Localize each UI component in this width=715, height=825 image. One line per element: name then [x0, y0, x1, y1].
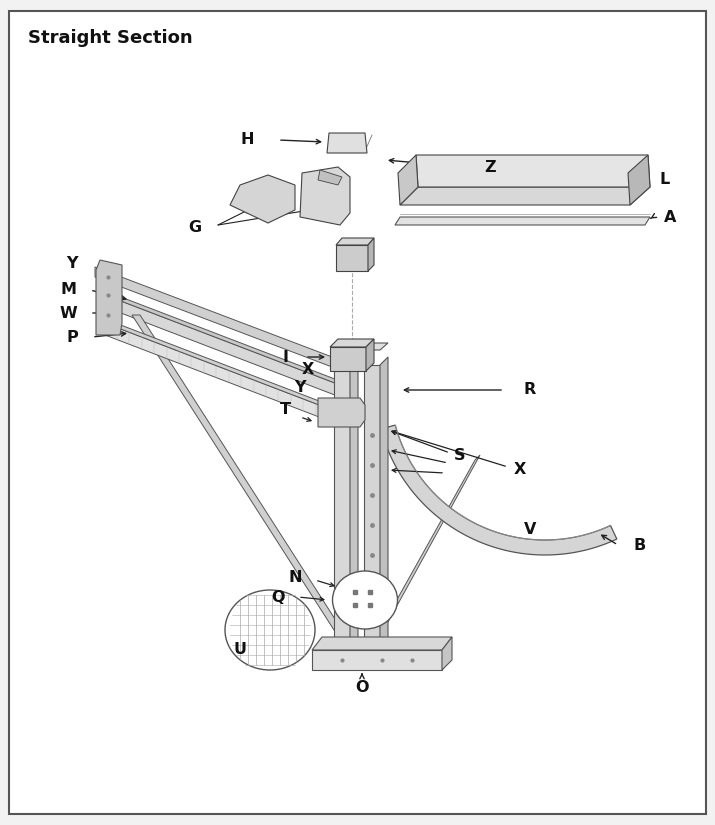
Text: M: M — [60, 282, 76, 298]
Polygon shape — [300, 167, 350, 225]
Polygon shape — [318, 170, 342, 185]
Polygon shape — [366, 339, 374, 371]
Polygon shape — [334, 343, 388, 350]
Polygon shape — [330, 339, 374, 347]
Polygon shape — [381, 425, 617, 555]
Text: Q: Q — [271, 590, 285, 605]
Text: B: B — [634, 538, 646, 553]
Polygon shape — [312, 650, 442, 670]
Polygon shape — [105, 319, 340, 413]
Polygon shape — [312, 637, 452, 650]
Ellipse shape — [225, 590, 315, 670]
Text: X: X — [302, 361, 314, 376]
Ellipse shape — [332, 571, 398, 629]
Polygon shape — [336, 238, 374, 245]
Polygon shape — [380, 455, 480, 630]
Polygon shape — [95, 267, 340, 370]
Polygon shape — [442, 637, 452, 670]
Text: P: P — [66, 329, 78, 345]
Polygon shape — [380, 357, 388, 655]
Text: H: H — [240, 133, 254, 148]
Polygon shape — [400, 187, 650, 205]
Polygon shape — [628, 155, 650, 205]
Text: N: N — [288, 569, 302, 584]
Text: L: L — [660, 172, 670, 187]
Polygon shape — [398, 155, 418, 205]
Text: I: I — [282, 350, 288, 365]
Text: R: R — [524, 383, 536, 398]
Text: W: W — [59, 305, 77, 320]
Polygon shape — [336, 245, 368, 271]
Polygon shape — [100, 293, 340, 397]
Polygon shape — [334, 365, 350, 655]
Text: Y: Y — [66, 256, 78, 271]
Text: O: O — [355, 680, 369, 695]
Polygon shape — [132, 315, 342, 630]
Polygon shape — [330, 347, 366, 371]
Polygon shape — [100, 289, 340, 385]
Text: V: V — [524, 522, 536, 538]
Text: X: X — [514, 463, 526, 478]
Text: U: U — [234, 643, 247, 658]
Polygon shape — [416, 155, 650, 187]
Text: T: T — [280, 403, 290, 417]
Text: Z: Z — [484, 159, 495, 175]
Polygon shape — [230, 175, 295, 223]
Text: Straight Section: Straight Section — [28, 29, 192, 47]
Polygon shape — [327, 133, 367, 153]
Polygon shape — [318, 398, 365, 427]
Text: Y: Y — [295, 380, 306, 394]
Polygon shape — [350, 357, 358, 655]
Text: A: A — [664, 210, 676, 224]
Polygon shape — [364, 365, 380, 655]
Text: S: S — [454, 447, 465, 463]
Polygon shape — [105, 323, 340, 425]
Polygon shape — [368, 238, 374, 271]
Polygon shape — [96, 260, 122, 335]
Polygon shape — [395, 217, 650, 225]
Text: G: G — [189, 219, 202, 234]
